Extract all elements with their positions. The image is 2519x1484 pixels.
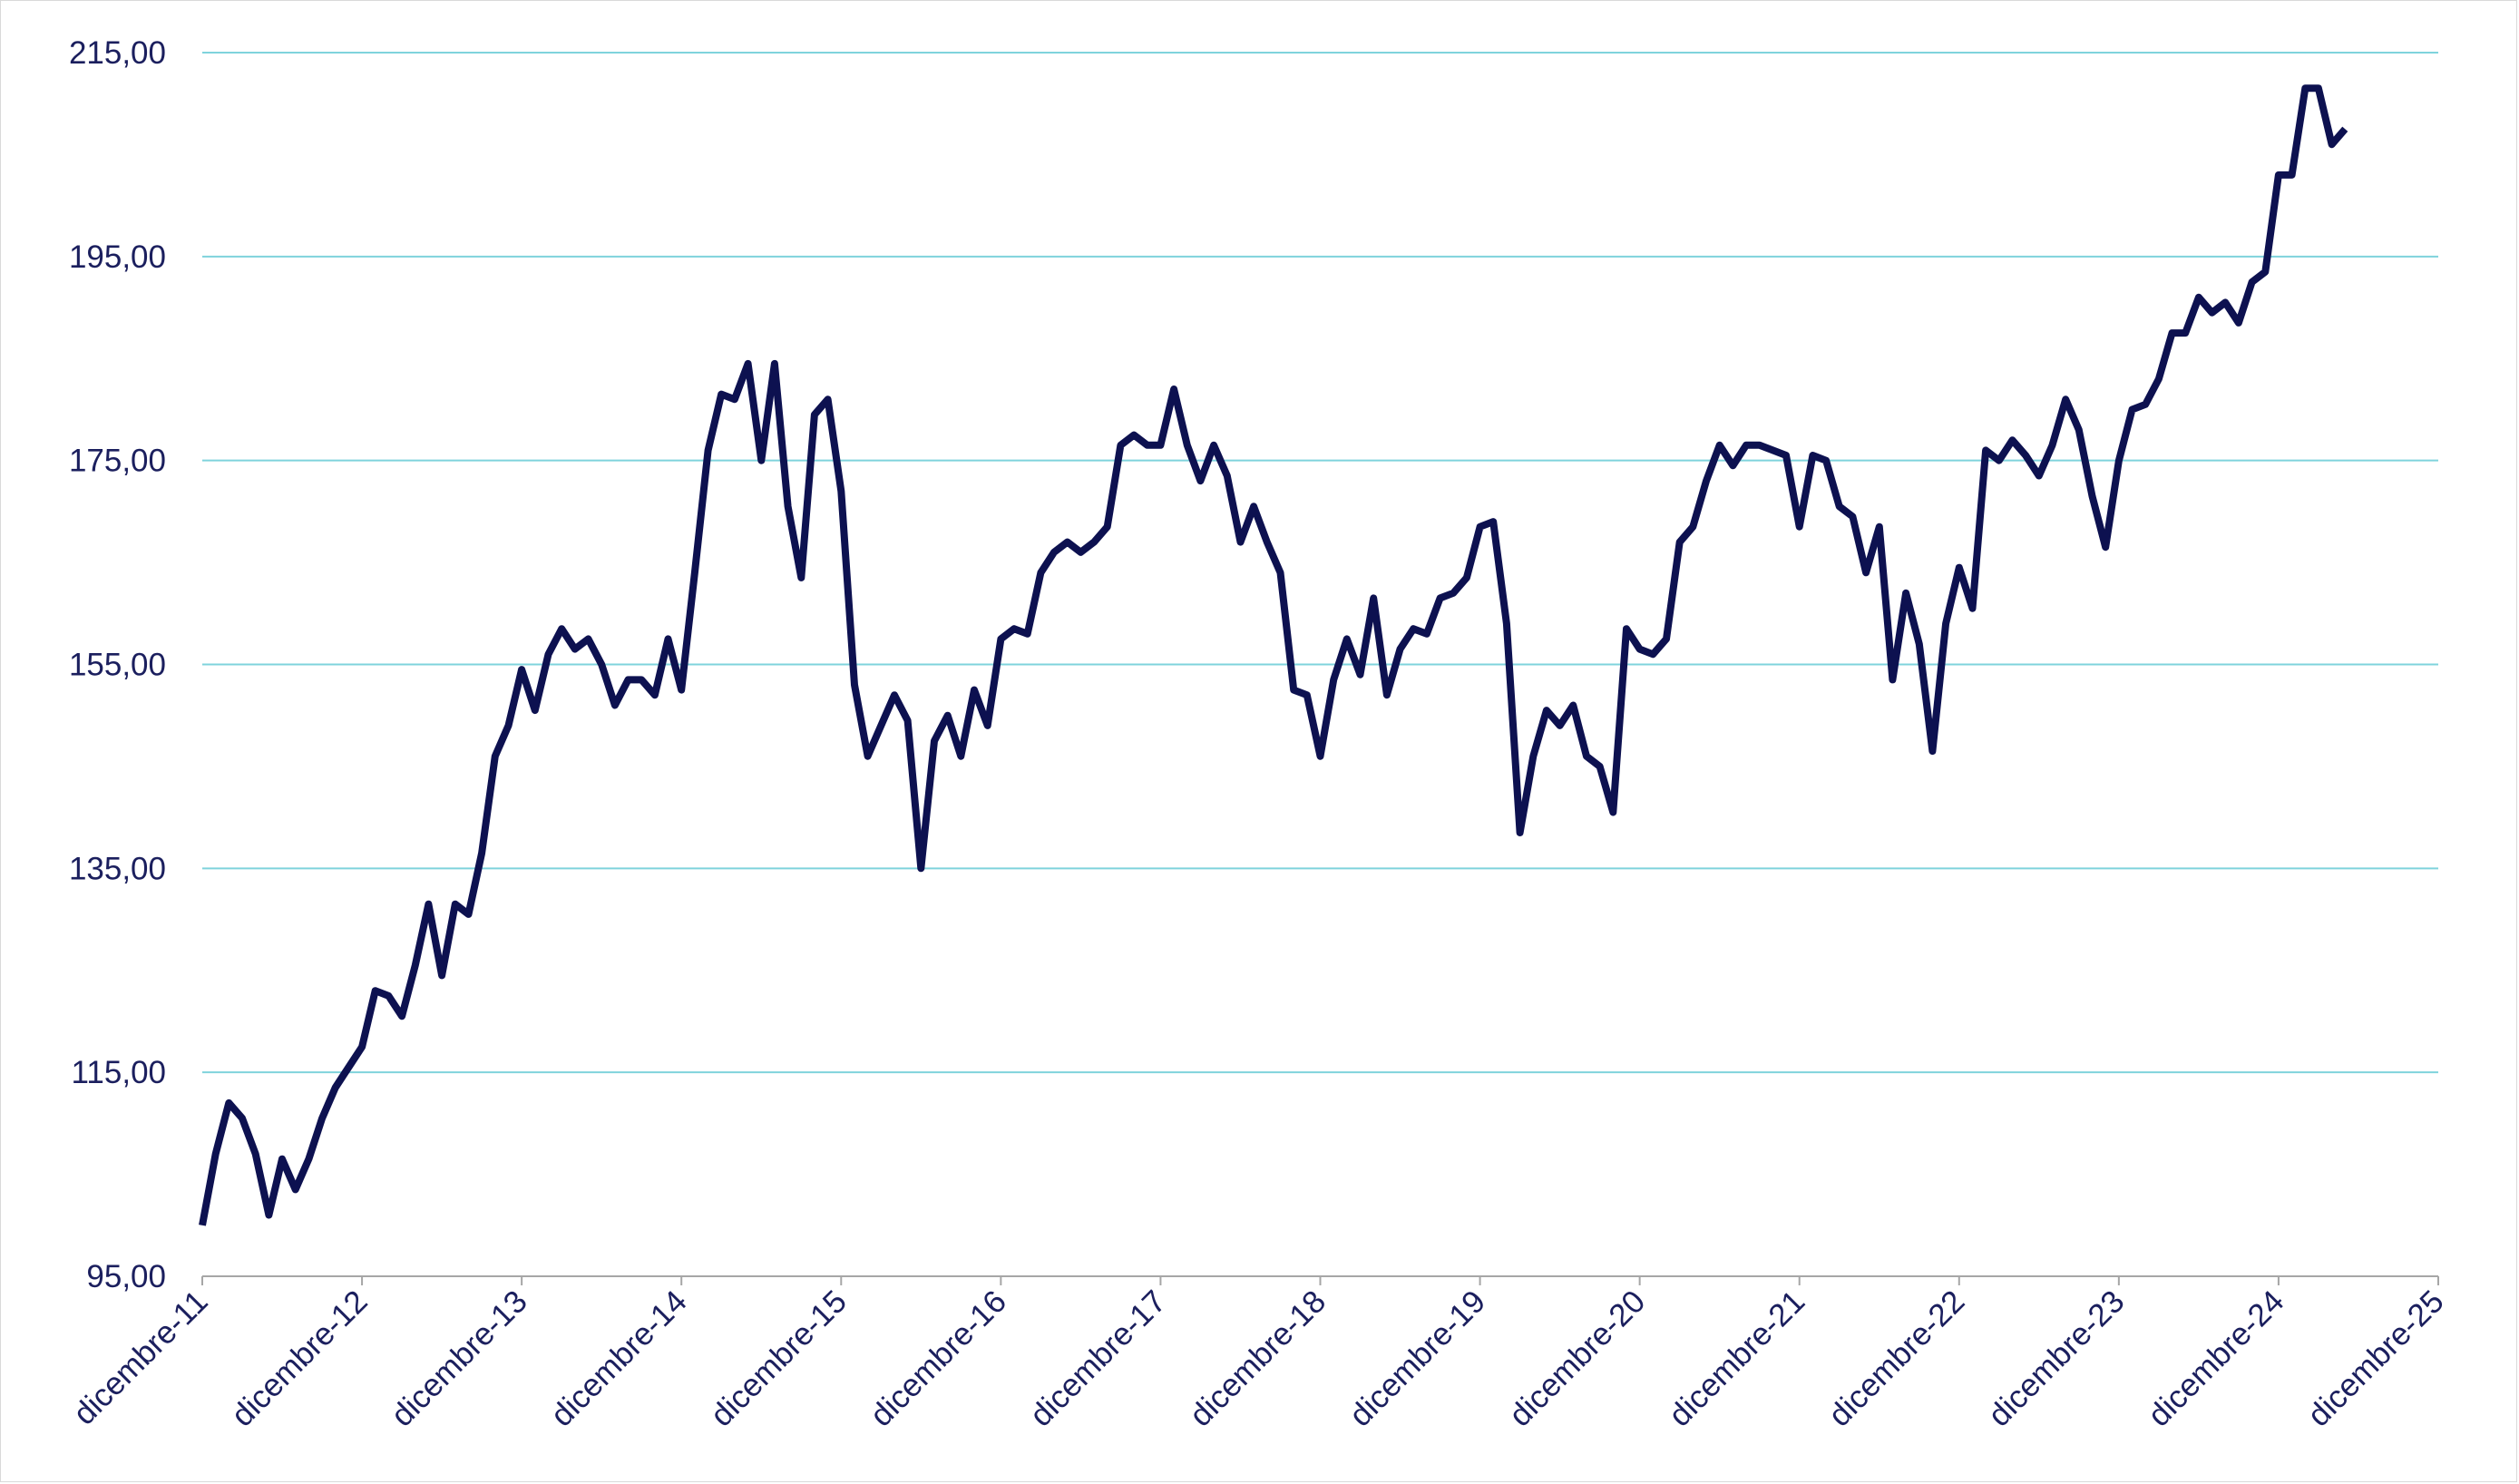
x-axis [201,1275,2439,1285]
x-tick-label: dicembre-16 [864,1284,1013,1433]
x-tick-label: dicembre-21 [1662,1284,1811,1433]
x-tick-label: dicembre-18 [1183,1284,1333,1433]
x-tick-label: dicembre-17 [1023,1284,1173,1433]
x-tick-label: dicembre-15 [704,1284,854,1433]
y-tick-label: 115,00 [72,1055,166,1090]
x-tick-label: dicembre-20 [1502,1284,1652,1433]
series-layer [199,84,2348,1226]
y-tick-label: 175,00 [69,444,166,479]
y-axis-tick-labels: 95,00 115,00 135,00 155,00 175,00 195,00 215,0… [69,35,166,1294]
series-line [199,84,2348,1226]
y-tick-label: 155,00 [69,648,166,683]
x-axis-tick-labels: dicembre-11 dicembre-12 dicembre-13 dicembr… [66,1284,2450,1433]
x-tick-label: dicembre-25 [2301,1284,2451,1433]
x-tick-label: dicembre-23 [1981,1284,2131,1433]
y-tick-label: 195,00 [69,239,166,275]
y-tick-label: 215,00 [69,35,166,71]
x-tick-label: dicembre-11 [66,1284,214,1431]
x-tick-label: dicembre-13 [385,1284,534,1433]
y-tick-label: 135,00 [69,851,166,886]
y-tick-label: 95,00 [86,1259,166,1294]
x-tick-label: dicembre-22 [1821,1284,1971,1433]
x-tick-label: dicembre-12 [225,1284,375,1433]
x-tick-label: dicembre-19 [1342,1284,1492,1433]
gridlines [202,52,2438,1074]
x-tick-label: dicembre-24 [2141,1284,2290,1433]
x-tick-label: dicembre-14 [544,1284,694,1433]
